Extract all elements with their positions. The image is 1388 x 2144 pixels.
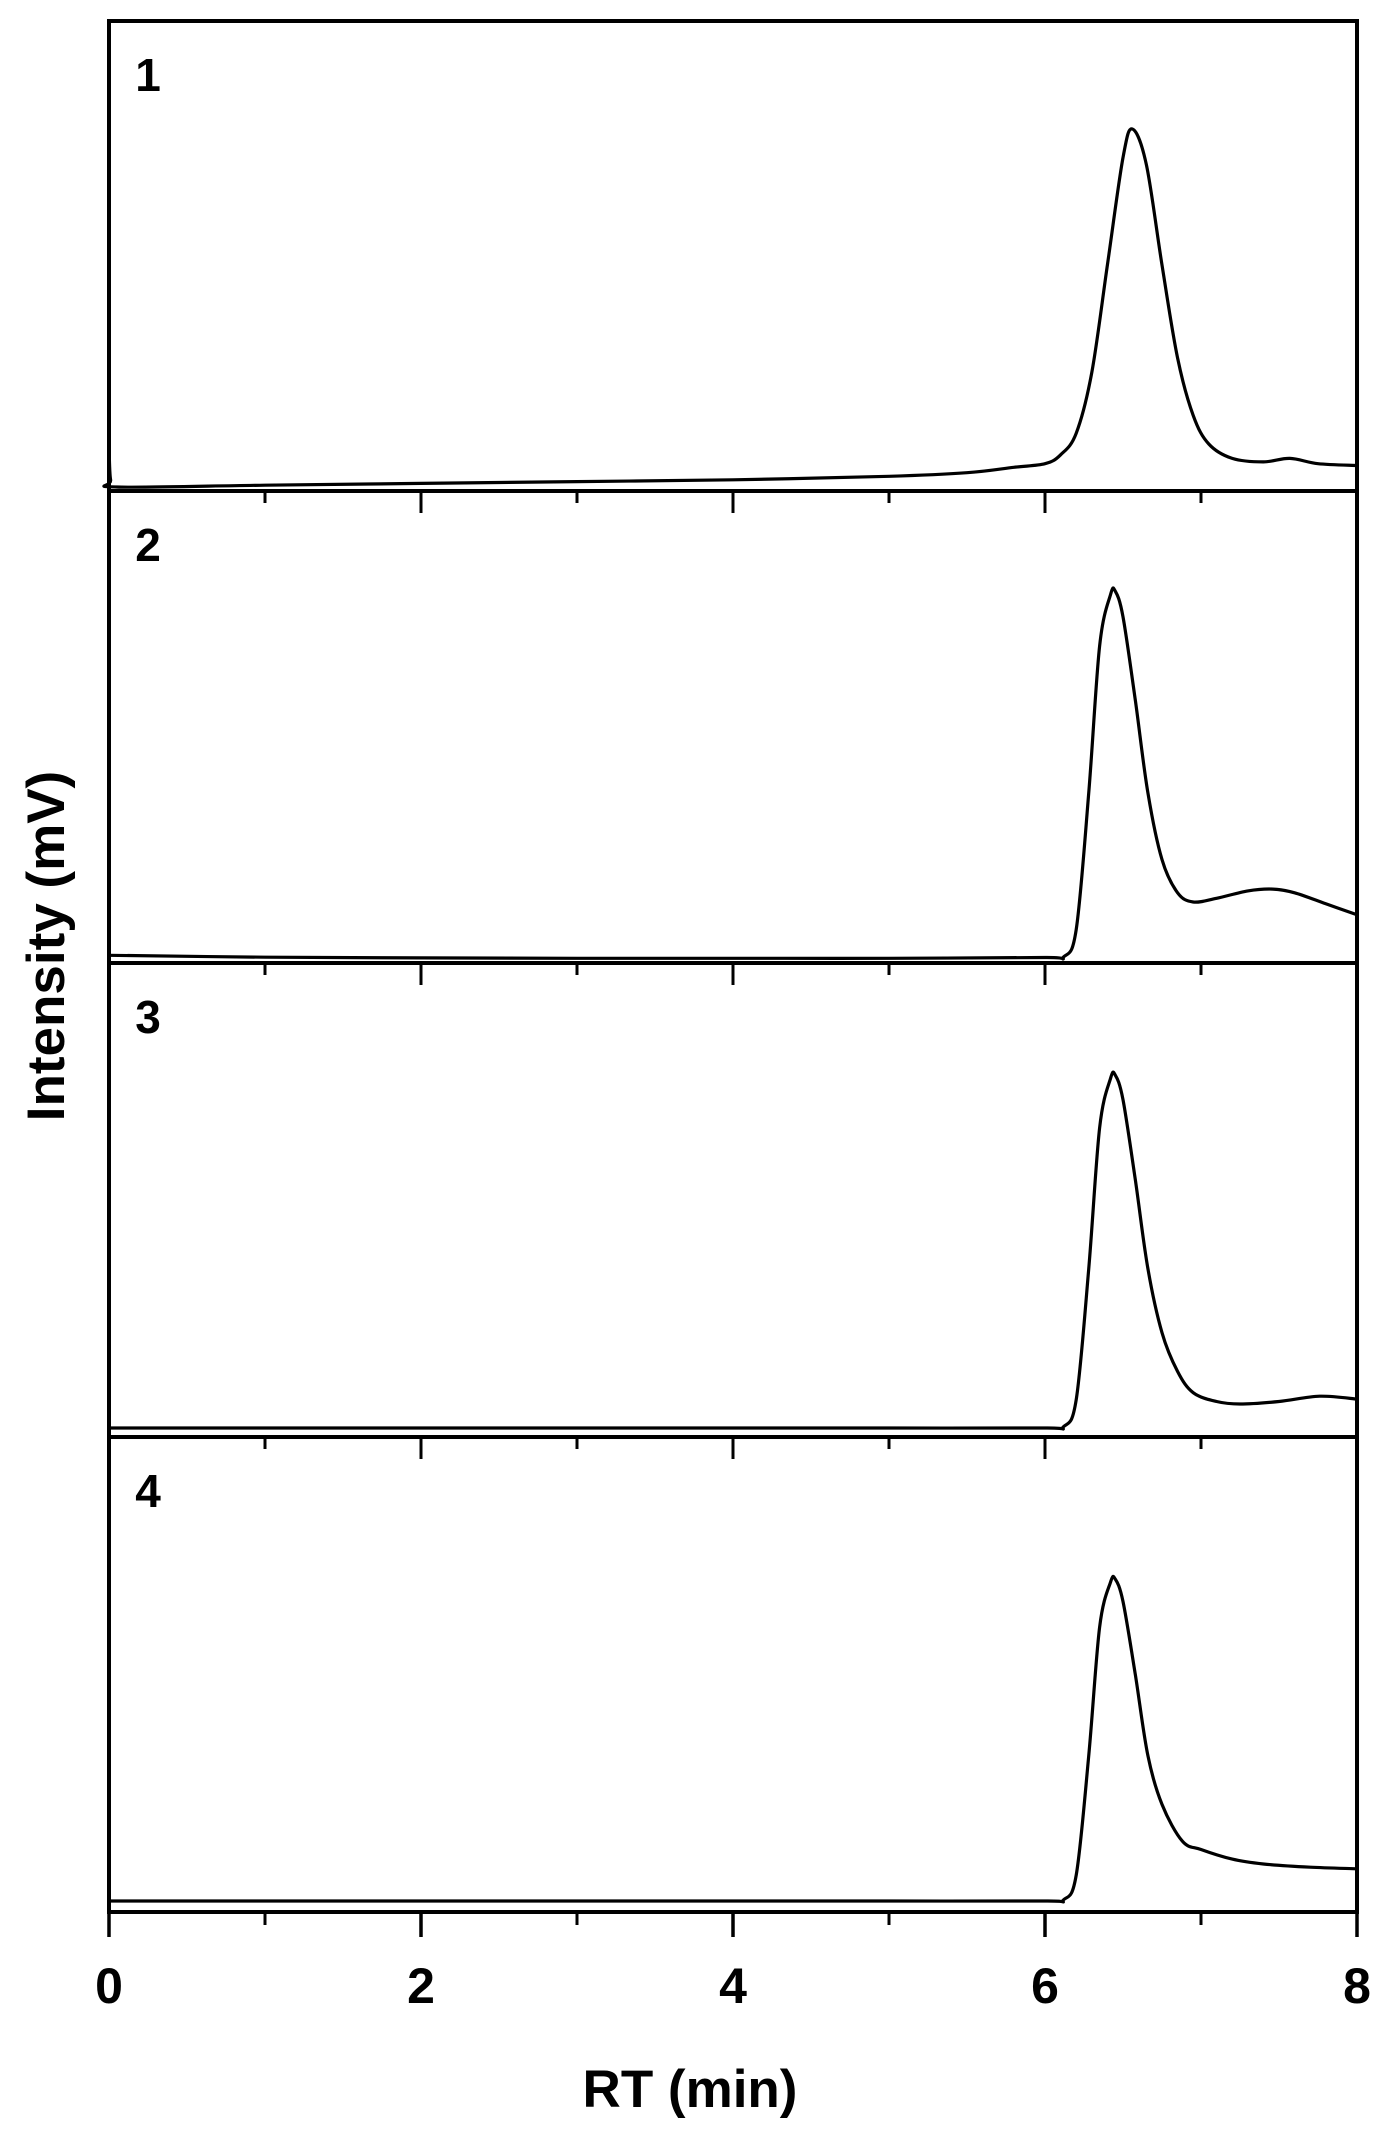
trace-2 (108, 586, 1358, 961)
x-axis-label: RT (min) (583, 2060, 798, 2119)
panel-label-1: 1 (135, 49, 161, 101)
plot-frame (107, 19, 1359, 1914)
y-axis-label: Intensity (mV) (17, 771, 76, 1121)
panel-1: 1 (102, 49, 1358, 489)
panels-layer: 1 2 3 4 (102, 49, 1358, 1904)
trace-3 (109, 1070, 1358, 1431)
x-tick-label: 6 (1031, 1958, 1059, 2014)
panel-2: 2 (108, 519, 1358, 961)
trace-1 (102, 127, 1358, 489)
outer-frame (107, 19, 1359, 1914)
x-tick-labels: 0 2 4 6 8 (95, 1958, 1371, 2014)
x-tick-label: 0 (95, 1958, 123, 2014)
panel-label-3: 3 (135, 991, 161, 1043)
x-tick-label: 2 (407, 1958, 435, 2014)
panel-label-4: 4 (135, 1465, 161, 1517)
panel-3: 3 (109, 991, 1358, 1431)
x-tick-label: 8 (1343, 1958, 1371, 2014)
trace-4 (109, 1574, 1358, 1904)
x-tick-label: 4 (719, 1958, 747, 2014)
x-ticks (107, 491, 1359, 1937)
panel-4: 4 (109, 1465, 1358, 1904)
panel-label-2: 2 (135, 519, 161, 571)
